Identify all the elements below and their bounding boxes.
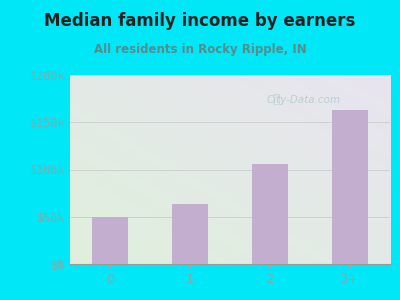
Text: City-Data.com: City-Data.com	[266, 94, 341, 105]
Text: ⌕: ⌕	[273, 93, 280, 106]
Bar	[252, 164, 288, 264]
Bar	[332, 110, 368, 264]
Text: Median family income by earners: Median family income by earners	[44, 12, 356, 30]
Text: All residents in Rocky Ripple, IN: All residents in Rocky Ripple, IN	[94, 44, 306, 56]
Bar	[92, 217, 128, 264]
Bar	[172, 205, 208, 264]
